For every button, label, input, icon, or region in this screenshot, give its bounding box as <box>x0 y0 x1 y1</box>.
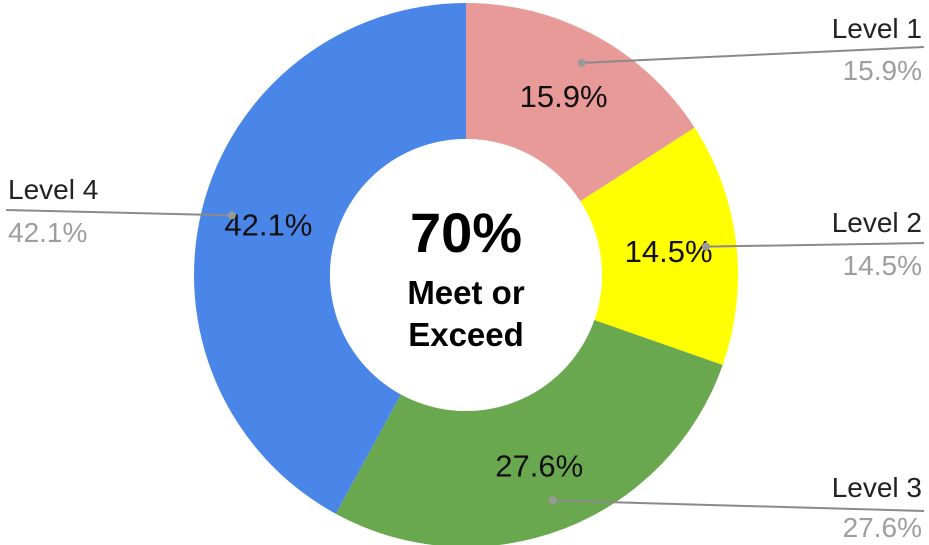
leader-dot-level-4 <box>227 211 236 220</box>
slice-value-label-level-1: 15.9% <box>520 79 608 114</box>
leader-legend: Level 1 15.9% Level 2 14.5% Level 3 27.6% Leve… <box>5 13 925 543</box>
leader-dot-level-1 <box>577 58 586 67</box>
leader-dot-level-2 <box>701 242 710 251</box>
center-caption-line1: Meet or <box>407 274 525 311</box>
slice-value-label-level-3: 27.6% <box>495 448 583 483</box>
legend-pct-level-1: 15.9% <box>843 55 922 86</box>
slice-value-labels: 15.9% 14.5% 27.6% 42.1% <box>224 79 712 484</box>
leader-line-level-1 <box>581 46 925 64</box>
leader-line-level-4 <box>5 209 232 217</box>
legend-pct-level-4: 42.1% <box>8 217 87 248</box>
slice-level-3 <box>335 320 723 545</box>
slice-value-label-level-2: 14.5% <box>625 234 713 269</box>
slice-value-label-level-4: 42.1% <box>224 208 312 243</box>
legend-name-level-4: Level 4 <box>8 174 98 205</box>
slice-level-1 <box>466 3 695 202</box>
center-summary: 70% Meet or Exceed <box>407 201 525 353</box>
legend-pct-level-2: 14.5% <box>843 250 922 281</box>
slice-level-4 <box>194 2 466 514</box>
leader-dot-level-3 <box>548 496 557 505</box>
slice-level-2 <box>580 127 738 366</box>
legend-pct-level-3: 27.6% <box>843 512 922 543</box>
center-caption-line2: Exceed <box>408 316 524 353</box>
center-percentage: 70% <box>410 201 522 264</box>
donut-hole <box>330 139 602 411</box>
leader-line-level-2 <box>705 242 925 248</box>
donut-slices <box>194 2 738 545</box>
leader-line-level-3 <box>552 499 925 512</box>
legend-name-level-3: Level 3 <box>832 472 922 503</box>
legend-name-level-2: Level 2 <box>832 207 922 238</box>
legend-name-level-1: Level 1 <box>832 13 922 44</box>
